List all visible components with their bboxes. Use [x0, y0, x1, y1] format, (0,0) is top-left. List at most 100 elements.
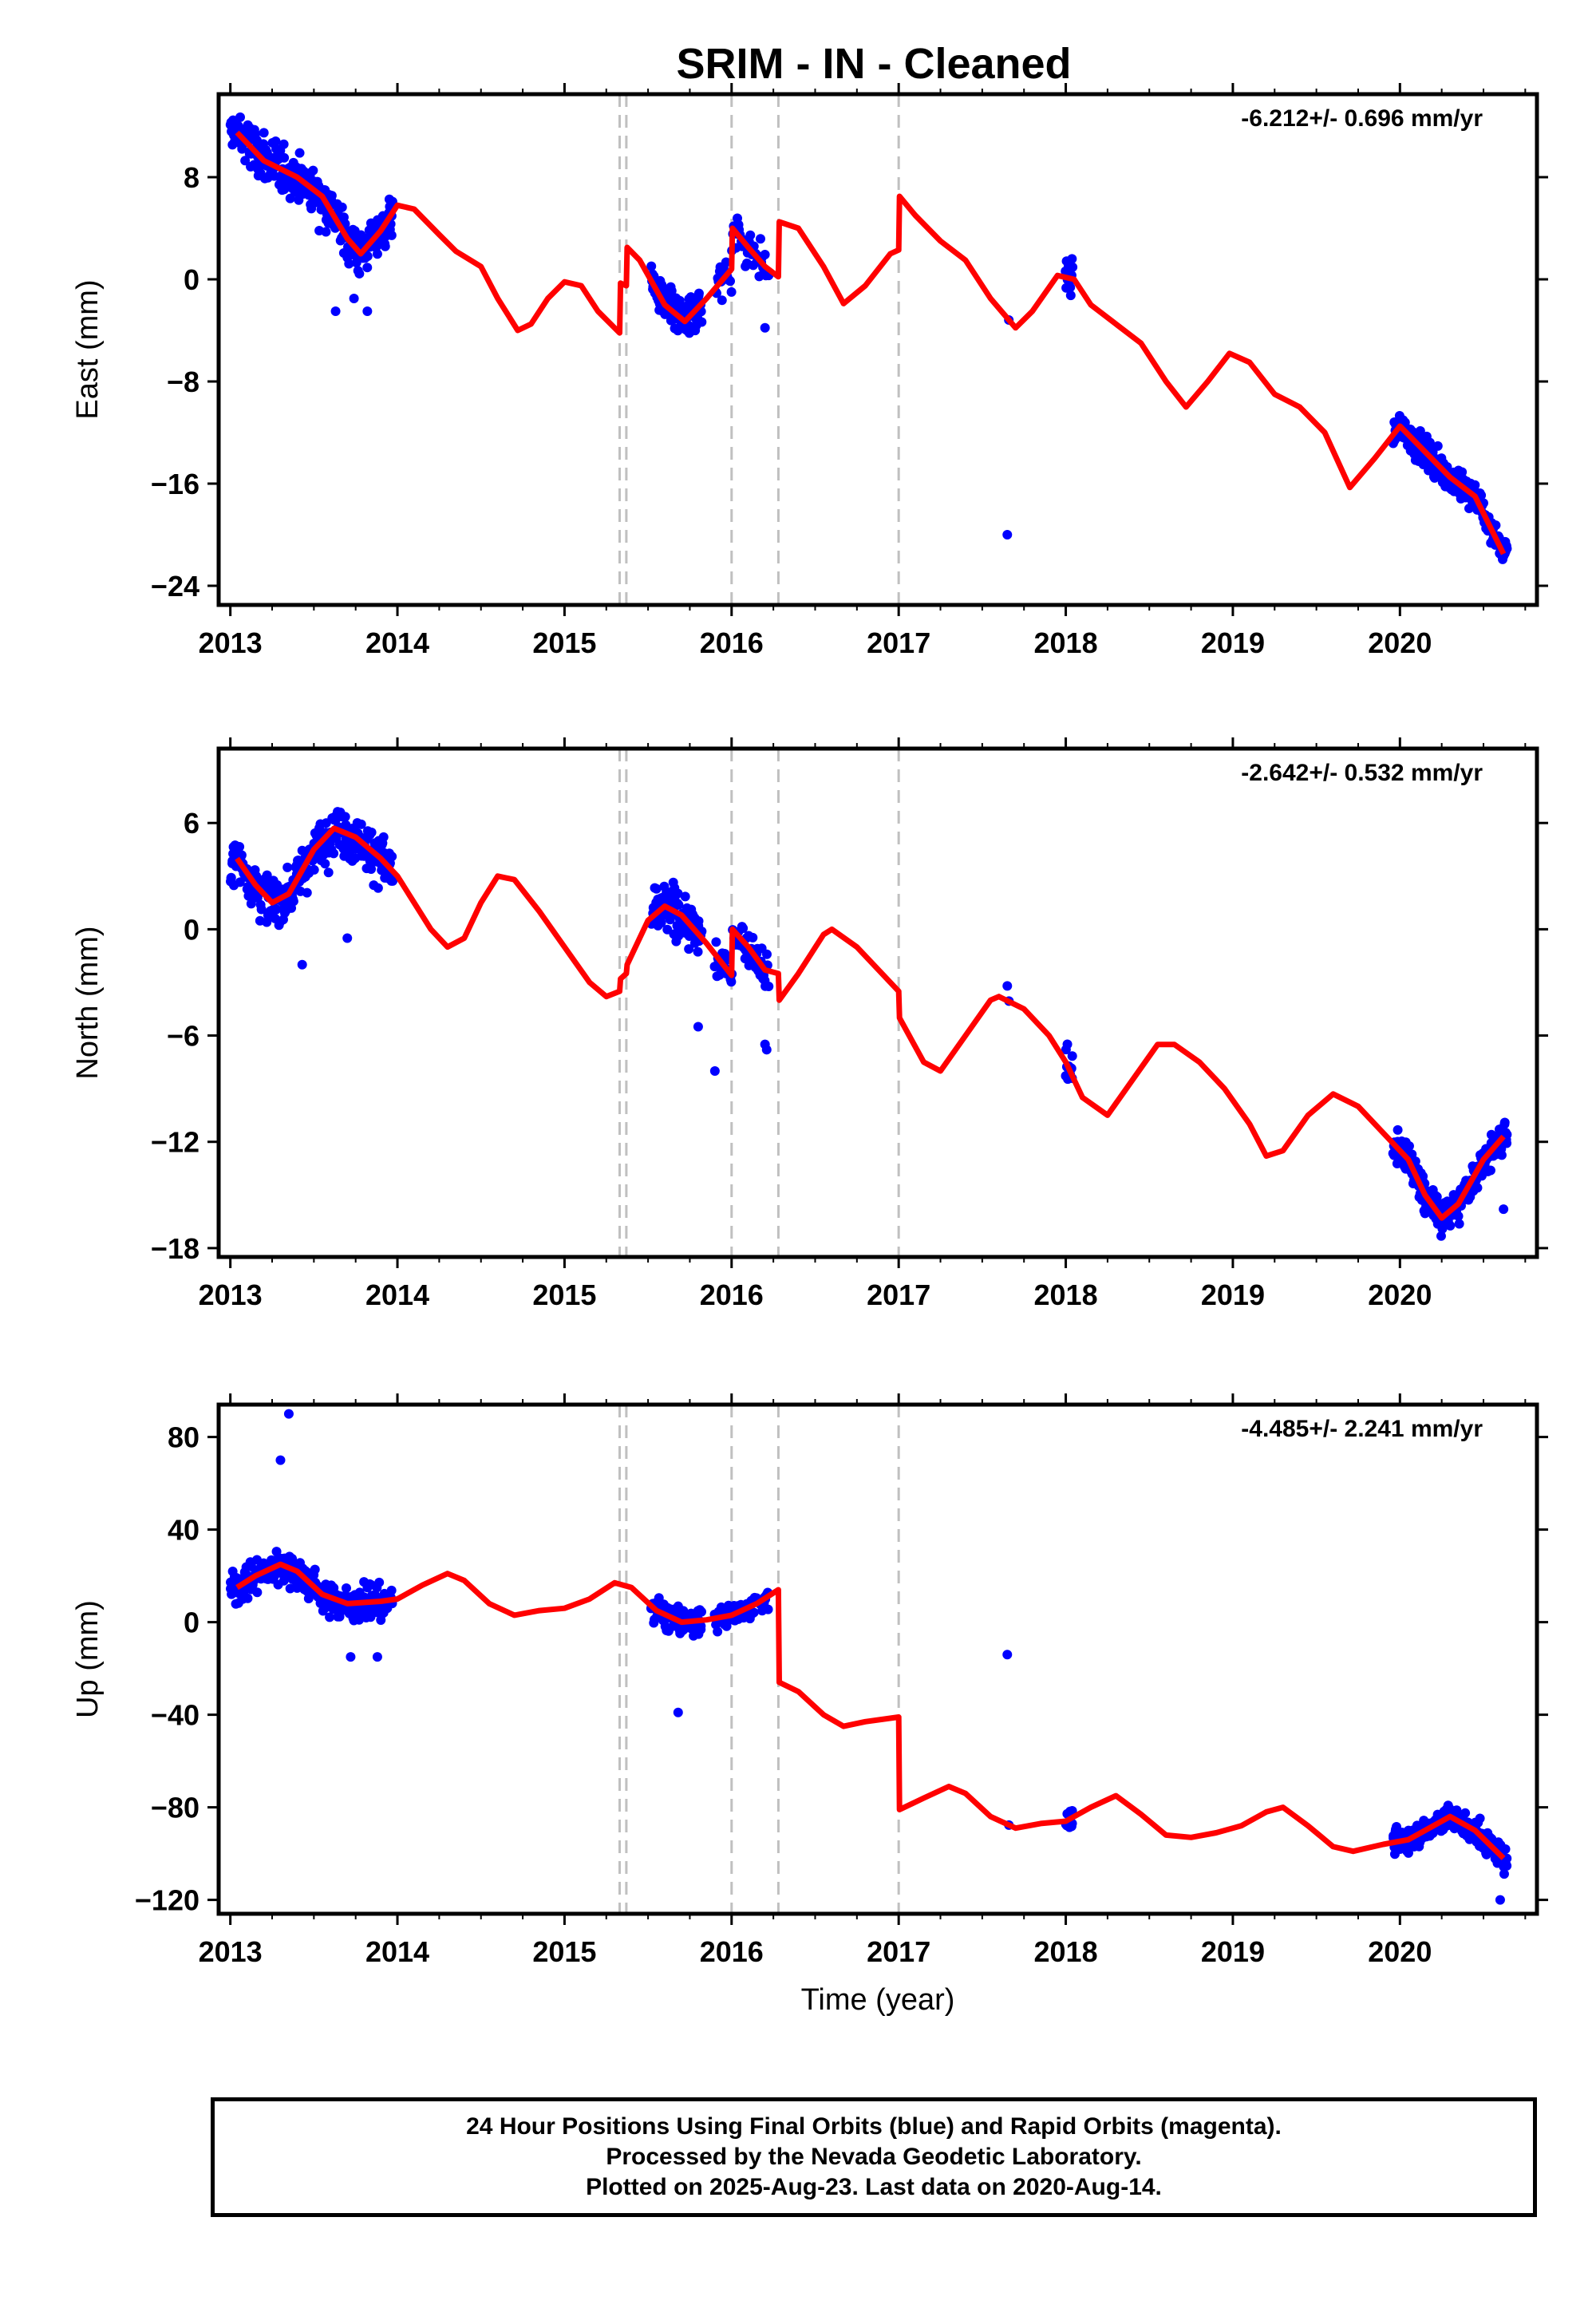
data-point [340, 812, 350, 822]
data-point [738, 923, 749, 934]
data-point [1418, 1171, 1428, 1181]
panel-0: 2013 2014 2015 2016 2017 2018 2019 2020 8 0 −8 −16 −… [71, 83, 1548, 659]
y-tick-label: −80 [151, 1792, 200, 1824]
data-points [225, 112, 1512, 564]
data-point [341, 1583, 351, 1593]
data-point [1475, 1813, 1485, 1824]
data-point [243, 1593, 253, 1603]
data-point [325, 1612, 335, 1622]
data-point [1496, 1150, 1507, 1160]
data-point [1499, 1869, 1509, 1879]
data-point [309, 864, 319, 875]
data-point [1499, 1117, 1510, 1128]
data-point [285, 1583, 295, 1594]
data-point [344, 259, 354, 269]
data-point [760, 250, 770, 260]
data-point [725, 276, 736, 287]
x-tick-label: 2019 [1201, 1935, 1265, 1968]
data-point [1002, 981, 1013, 991]
data-point [684, 944, 694, 954]
data-point [372, 1652, 382, 1662]
x-tick-label: 2015 [532, 626, 596, 659]
data-point [1454, 1219, 1464, 1229]
data-point [386, 1585, 397, 1595]
data-point [271, 904, 282, 915]
data-point [761, 949, 772, 959]
data-point [275, 1455, 286, 1465]
y-tick-label: −24 [151, 570, 200, 603]
y-tick-label: −8 [167, 366, 200, 398]
data-point [749, 1607, 759, 1618]
data-point [308, 165, 318, 176]
y-tick-label: 80 [168, 1421, 200, 1454]
data-point [696, 1607, 706, 1617]
y-tick-label: 0 [184, 913, 200, 946]
data-point [673, 1707, 683, 1717]
data-point [764, 981, 774, 991]
footer-line-processed: Processed by the Nevada Geodetic Laborat… [606, 2144, 1142, 2170]
y-tick-label: −18 [151, 1232, 200, 1265]
plot-frame [216, 1402, 1539, 1916]
data-point [711, 937, 721, 947]
data-point [302, 887, 312, 898]
footer-line-plotted: Plotted on 2025-Aug-23. Last data on 202… [586, 2174, 1162, 2200]
data-point [346, 1652, 356, 1662]
data-point [1002, 1650, 1013, 1660]
data-point [252, 1587, 263, 1598]
data-point [282, 862, 293, 872]
data-point [1470, 480, 1480, 490]
y-tick-label: 6 [184, 807, 200, 840]
y-tick-label: −6 [167, 1020, 200, 1053]
x-tick-label: 2018 [1034, 626, 1098, 659]
data-point [709, 1065, 720, 1076]
data-point [326, 191, 337, 201]
data-point [651, 883, 662, 894]
data-point [755, 234, 765, 244]
data-point [329, 848, 339, 859]
data-point [1453, 1211, 1464, 1221]
data-point [262, 870, 272, 880]
data-point [680, 891, 690, 902]
data-point [320, 859, 330, 869]
data-point [1432, 441, 1443, 451]
data-point [337, 202, 347, 212]
data-point [226, 872, 236, 883]
rate-label: -2.642+/- 0.532 mm/yr [1241, 760, 1483, 786]
data-point [1067, 1051, 1077, 1061]
data-point [1002, 530, 1013, 539]
data-point [1067, 254, 1077, 264]
data-point [366, 827, 377, 837]
data-point [323, 868, 334, 878]
data-point [235, 841, 245, 852]
data-point [271, 136, 281, 146]
x-tick-label: 2016 [700, 1935, 764, 1968]
data-point [1472, 1183, 1483, 1193]
data-point [287, 1553, 298, 1563]
x-tick-label: 2017 [867, 1935, 930, 1968]
x-tick-label: 2020 [1368, 1935, 1432, 1968]
x-tick-label: 2014 [365, 626, 429, 659]
figure-title: SRIM - IN - Cleaned [676, 40, 1071, 88]
panel-2: 2013 2014 2015 2016 2017 2018 2019 2020 80 40 0 −40… [71, 1393, 1548, 2017]
data-point [310, 1564, 320, 1575]
data-point [235, 112, 246, 122]
data-point [1062, 1039, 1073, 1049]
x-tick-label: 2014 [365, 1279, 429, 1311]
data-point [1065, 283, 1076, 293]
footer-line-orbits: 24 Hour Positions Using Final Orbits (bl… [466, 2113, 1282, 2140]
x-tick-label: 2016 [700, 1279, 764, 1311]
footer-info-box: 24 Hour Positions Using Final Orbits (bl… [211, 2097, 1537, 2217]
data-point [283, 1409, 294, 1419]
data-point [1485, 1165, 1495, 1176]
data-point [388, 875, 398, 886]
data-point [1502, 1860, 1512, 1871]
x-tick-label: 2017 [867, 1279, 930, 1311]
data-point [294, 148, 305, 158]
x-tick-label: 2013 [199, 626, 263, 659]
data-point [372, 249, 382, 259]
plot-frame [216, 746, 1539, 1259]
data-point [760, 322, 770, 333]
x-tick-label: 2019 [1201, 626, 1265, 659]
y-axis-label: East (mm) [71, 279, 105, 419]
x-tick-label: 2015 [532, 1279, 596, 1311]
